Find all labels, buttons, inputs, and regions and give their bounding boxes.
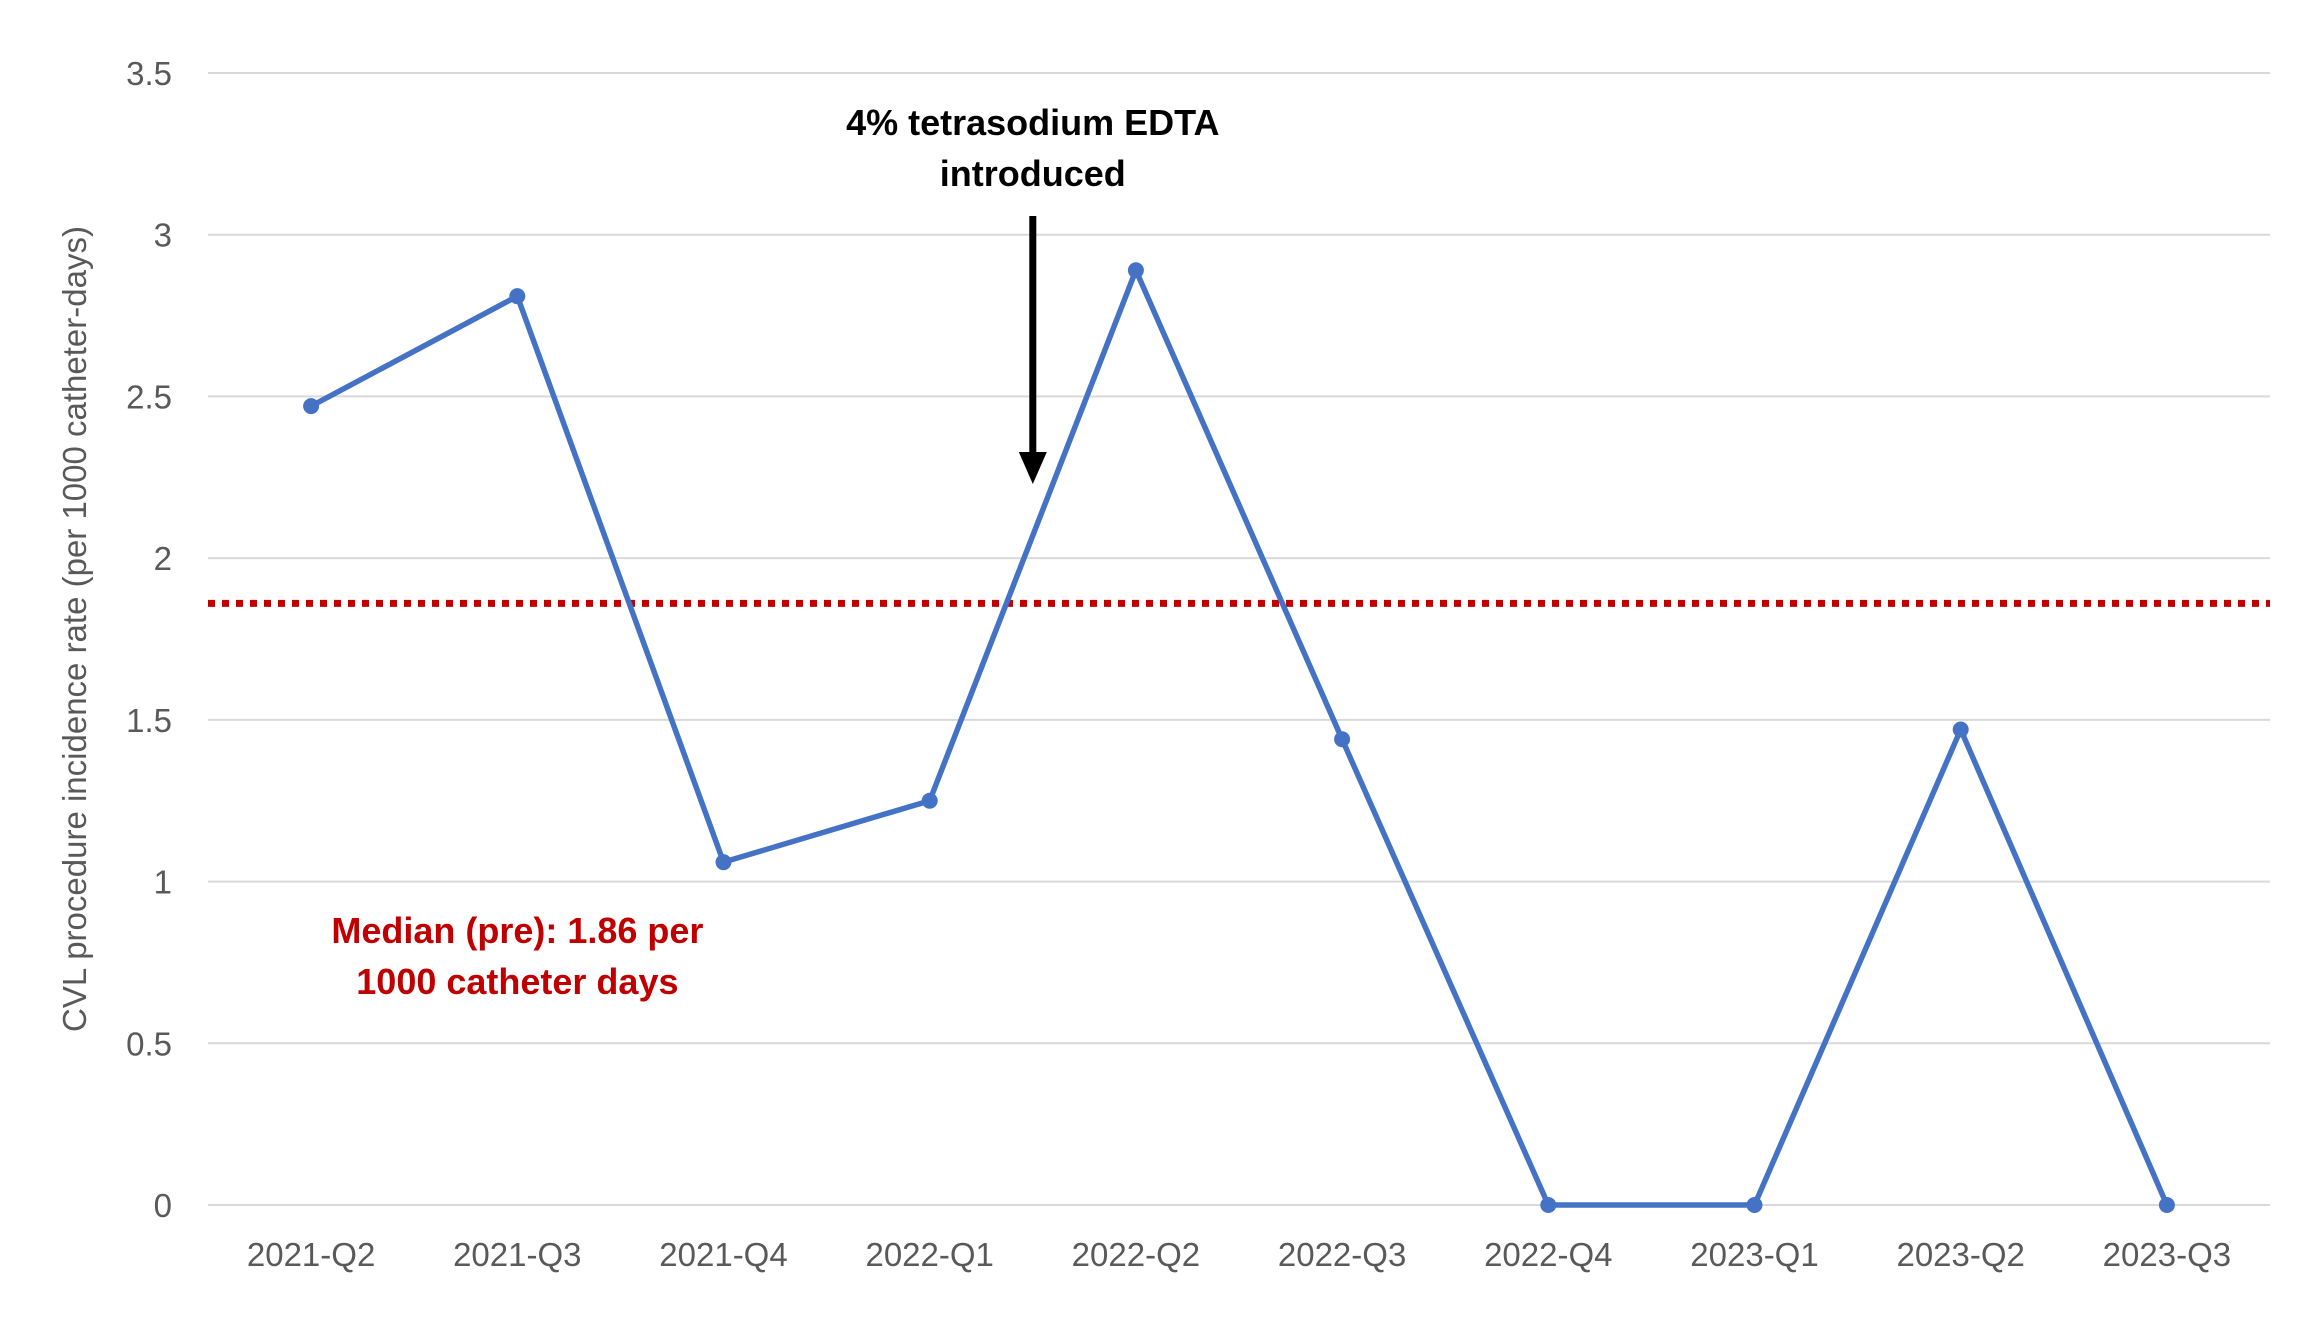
- intervention-arrow-head: [1018, 452, 1047, 484]
- series: [303, 262, 2175, 1213]
- gridlines: [208, 72, 2270, 1206]
- x-tick-label: 2021-Q2: [247, 1236, 375, 1273]
- x-tick-label: 2021-Q4: [659, 1236, 787, 1273]
- data-point: [921, 792, 938, 809]
- x-tick-label: 2023-Q3: [2103, 1236, 2231, 1273]
- data-point: [509, 288, 526, 305]
- intervention-label-line1: 4% tetrasodium EDTA: [846, 102, 1219, 143]
- data-point: [2158, 1197, 2175, 1213]
- y-tick-label: 3.5: [126, 55, 172, 92]
- data-point: [1127, 262, 1144, 279]
- intervention-annotation: 4% tetrasodium EDTA introduced: [846, 102, 1220, 484]
- y-tick-labels: 0 0.5 1 1.5 2 2.5 3 3.5: [126, 55, 172, 1224]
- x-tick-label: 2023-Q2: [1896, 1236, 2024, 1273]
- data-point: [303, 398, 320, 415]
- x-tick-label: 2022-Q2: [1072, 1236, 1200, 1273]
- x-tick-labels: 2021-Q2 2021-Q3 2021-Q4 2022-Q1 2022-Q2 2022-…: [247, 1236, 2231, 1273]
- y-tick-label: 2: [154, 540, 172, 577]
- y-tick-label: 0.5: [126, 1025, 172, 1062]
- y-axis-title: CVL procedure incidence rate (per 1000 c…: [56, 226, 93, 1032]
- y-tick-label: 2.5: [126, 378, 172, 415]
- data-point: [1540, 1197, 1557, 1213]
- x-tick-label: 2021-Q3: [453, 1236, 581, 1273]
- median-label-line1: Median (pre): 1.86 per: [331, 910, 703, 951]
- y-tick-label: 0: [154, 1187, 172, 1224]
- data-point: [1334, 731, 1351, 748]
- data-point: [715, 854, 732, 871]
- y-tick-label: 1.5: [126, 702, 172, 739]
- median-annotation: Median (pre): 1.86 per 1000 catheter day…: [331, 910, 703, 1002]
- median-label-line2: 1000 catheter days: [356, 961, 678, 1002]
- series-line: [309, 267, 2170, 1208]
- x-tick-label: 2022-Q3: [1278, 1236, 1406, 1273]
- y-tick-label: 1: [154, 864, 172, 901]
- intervention-label-line2: introduced: [940, 153, 1126, 194]
- data-point: [1746, 1197, 1763, 1213]
- x-tick-label: 2022-Q4: [1484, 1236, 1612, 1273]
- x-tick-label: 2023-Q1: [1690, 1236, 1818, 1273]
- x-tick-label: 2022-Q1: [865, 1236, 993, 1273]
- y-tick-label: 3: [154, 217, 172, 254]
- data-point: [1952, 721, 1969, 738]
